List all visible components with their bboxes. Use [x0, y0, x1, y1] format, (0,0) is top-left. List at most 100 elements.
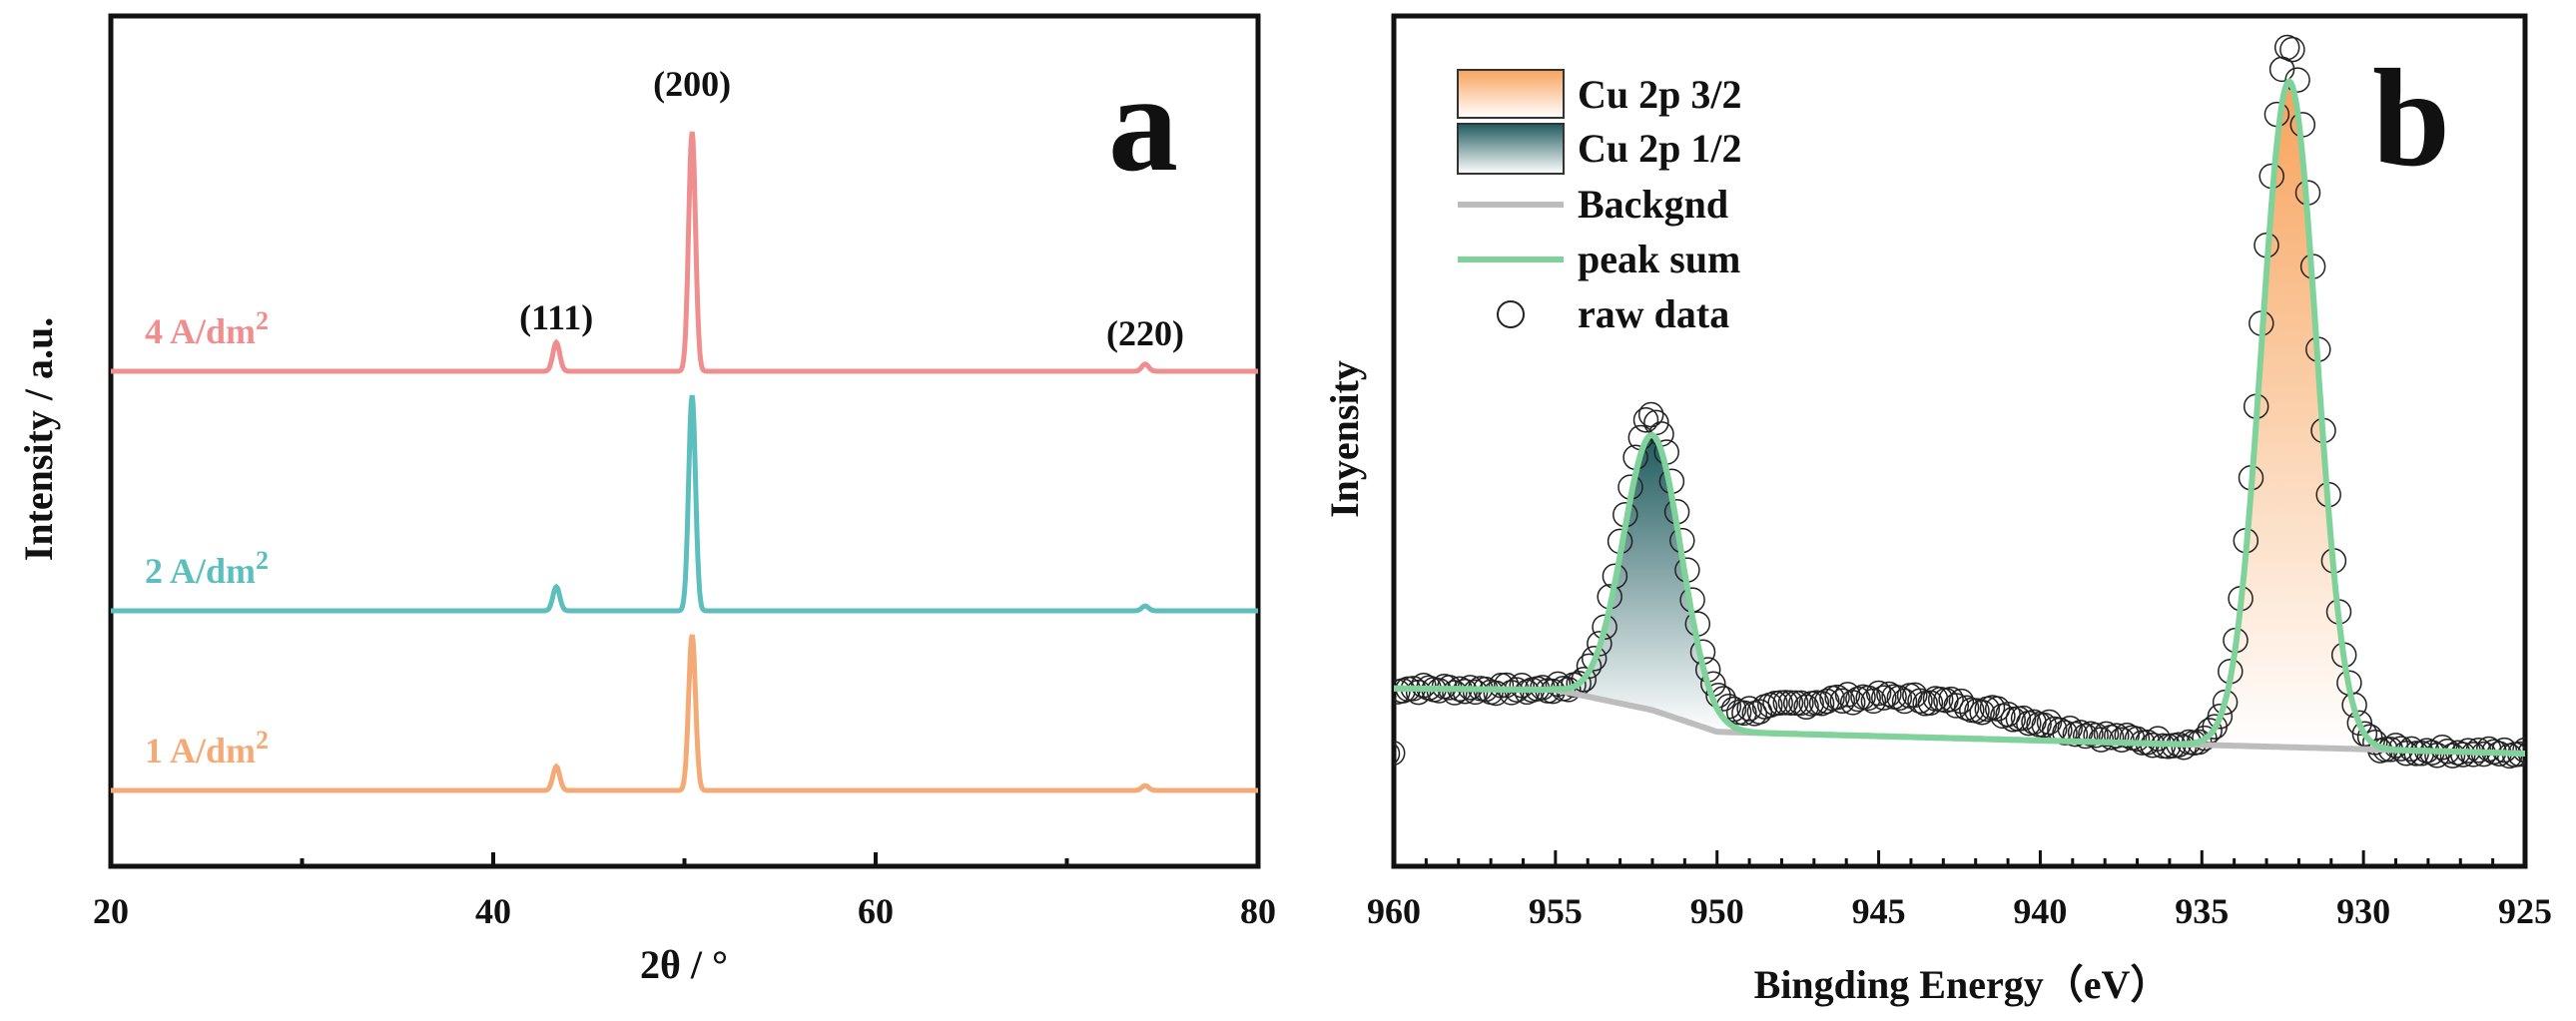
- panel-a-xrd-chart: 20 40 60 80 4 A/dm2 2 A/dm2 1 A/dm2 (111) (200…: [16, 13, 1276, 987]
- series-label-2: 4 A/dm2: [145, 306, 269, 351]
- x-tick-label: 930: [2336, 891, 2390, 931]
- raw-data-point: [1907, 688, 1933, 715]
- panel-b-xps-chart: 960 955 950 945 940 935 930 925 b Bingding Ener…: [1322, 13, 2552, 1007]
- raw-data-point: [1943, 693, 1970, 719]
- panel-a-peak-labels: (111) (200) (220): [519, 64, 1184, 353]
- series-line-2: [111, 131, 1258, 374]
- x-tick-label: 950: [1690, 891, 1744, 931]
- raw-data-point: [1871, 685, 1897, 711]
- panel-a-y-axis-label: Intensity / a.u.: [16, 317, 61, 562]
- panel-b-plot-area: [1394, 34, 2525, 769]
- series-label-0: 1 A/dm2: [145, 726, 269, 770]
- peak-fill-cu2p12: [1551, 435, 1754, 734]
- x-tick-label: 60: [858, 891, 894, 931]
- raw-data-point: [1405, 679, 1432, 706]
- x-tick-label: 945: [1852, 891, 1906, 931]
- x-tick-label: 955: [1529, 891, 1583, 931]
- raw-data-point: [1834, 682, 1861, 708]
- raw-data-point: [1948, 688, 1975, 715]
- legend-swatch-cu2p12: [1457, 123, 1565, 175]
- raw-data-point: [1720, 696, 1747, 723]
- panel-a-series-labels: 4 A/dm2 2 A/dm2 1 A/dm2: [145, 306, 269, 770]
- series-line-0: [111, 634, 1258, 793]
- raw-data-point: [2036, 709, 2063, 736]
- raw-data-point: [1442, 680, 1468, 706]
- panel-a-series-group: [111, 131, 1258, 793]
- raw-data-point: [2145, 726, 2172, 752]
- panel-b-frame: [1391, 13, 2528, 869]
- x-tick-label: 960: [1367, 891, 1421, 931]
- panel-b-x-axis-label: Bingding Energy（eV）: [1754, 962, 2171, 1007]
- peak-fill-cu2p32: [2193, 81, 2385, 751]
- raw-data-point: [2439, 743, 2466, 768]
- panel-a-letter: a: [1108, 46, 1178, 201]
- peak-label: (200): [653, 64, 731, 104]
- legend-label-cu2p32: Cu 2p 3/2: [1578, 72, 1742, 117]
- raw-data-point: [1394, 743, 1401, 766]
- raw-data-point: [1782, 690, 1809, 717]
- raw-data-point: [1581, 646, 1608, 672]
- raw-data-point: [1829, 688, 1856, 715]
- panel-a-frame: [108, 13, 1261, 869]
- raw-data-point: [1793, 694, 1819, 721]
- raw-data-point: [1772, 690, 1799, 716]
- raw-data-point: [2104, 723, 2130, 749]
- raw-data-point: [2010, 705, 2037, 732]
- legend-label-peak-sum: peak sum: [1578, 237, 1740, 281]
- raw-data-point: [1824, 684, 1850, 711]
- raw-data-point: [2351, 721, 2378, 748]
- raw-data-point: [2284, 67, 2310, 93]
- peak-label: (111): [519, 297, 593, 337]
- legend-marker-raw-data: [1497, 300, 1525, 328]
- raw-data-point: [1788, 690, 1814, 717]
- raw-data-point: [1865, 680, 1892, 707]
- raw-data-point: [1394, 740, 1406, 766]
- raw-data-point: [1637, 401, 1664, 428]
- legend-label-raw-data: raw data: [1578, 291, 1729, 336]
- raw-data-point: [2268, 56, 2295, 83]
- raw-data-point: [1767, 690, 1793, 716]
- peak-sum-line: [1394, 77, 2525, 757]
- panel-b-y-axis-label: Inyensity: [1322, 360, 1367, 518]
- peak-label: (220): [1106, 313, 1184, 353]
- panel-a-tick-labels: 20 40 60 80: [93, 891, 1276, 931]
- x-tick-label: 80: [1240, 891, 1276, 931]
- legend-label-backgnd: Backgnd: [1578, 182, 1728, 227]
- raw-data-point: [2083, 722, 2109, 749]
- panel-a-ticks: [109, 852, 1260, 866]
- raw-data-point: [1571, 667, 1598, 693]
- raw-data-point: [1576, 653, 1603, 680]
- raw-data-point: [1736, 696, 1762, 722]
- raw-data-point: [1411, 672, 1437, 699]
- panel-b-legend: Cu 2p 3/2 Cu 2p 1/2 Backgnd peak sum raw…: [1457, 69, 1742, 336]
- panel-b-ticks: [1392, 850, 2527, 866]
- raw-data-point: [2512, 737, 2525, 764]
- x-tick-label: 925: [2498, 891, 2552, 931]
- raw-data-point: [2273, 34, 2300, 61]
- raw-data-point: [1777, 690, 1804, 716]
- raw-data-point: [1845, 686, 1871, 713]
- raw-data-point: [1814, 688, 1840, 715]
- raw-data-point: [2072, 723, 2099, 750]
- raw-data-point: [2021, 709, 2047, 736]
- raw-data-point: [2052, 720, 2078, 746]
- x-tick-label: 40: [475, 891, 511, 931]
- raw-data-point: [1953, 695, 1980, 722]
- series-label-1: 2 A/dm2: [145, 546, 269, 591]
- raw-data-point: [2114, 722, 2140, 749]
- raw-data-point: [1917, 690, 1944, 716]
- raw-data-point: [2207, 704, 2234, 730]
- raw-data-point: [1938, 686, 1964, 713]
- raw-data-point: [1483, 680, 1510, 707]
- raw-data-point: [1632, 407, 1659, 433]
- raw-data-point: [2124, 726, 2151, 753]
- raw-data-point: [1902, 682, 1928, 709]
- x-tick-label: 20: [93, 891, 129, 931]
- raw-data-point: [2279, 36, 2305, 63]
- raw-data-point: [1860, 688, 1887, 715]
- legend-swatch-cu2p32: [1457, 69, 1565, 119]
- raw-data-point: [2346, 710, 2373, 737]
- panel-a-x-axis-label: 2θ / °: [640, 942, 728, 987]
- raw-data-point: [1886, 685, 1913, 712]
